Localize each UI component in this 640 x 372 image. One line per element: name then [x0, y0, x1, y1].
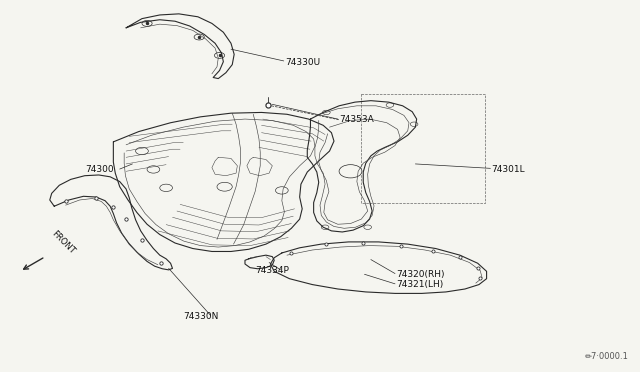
Text: 74320(RH): 74320(RH): [396, 270, 445, 279]
Text: 74330U: 74330U: [285, 58, 320, 67]
Text: 74334P: 74334P: [255, 266, 289, 275]
Text: 74321(LH): 74321(LH): [396, 280, 444, 289]
Text: 74301L: 74301L: [492, 165, 525, 174]
Text: 74300: 74300: [84, 165, 113, 174]
Text: FRONT: FRONT: [50, 229, 76, 256]
Text: 74330N: 74330N: [183, 312, 219, 321]
Text: 74353A: 74353A: [339, 115, 374, 124]
Text: ✏7·0000.1: ✏7·0000.1: [584, 352, 628, 361]
